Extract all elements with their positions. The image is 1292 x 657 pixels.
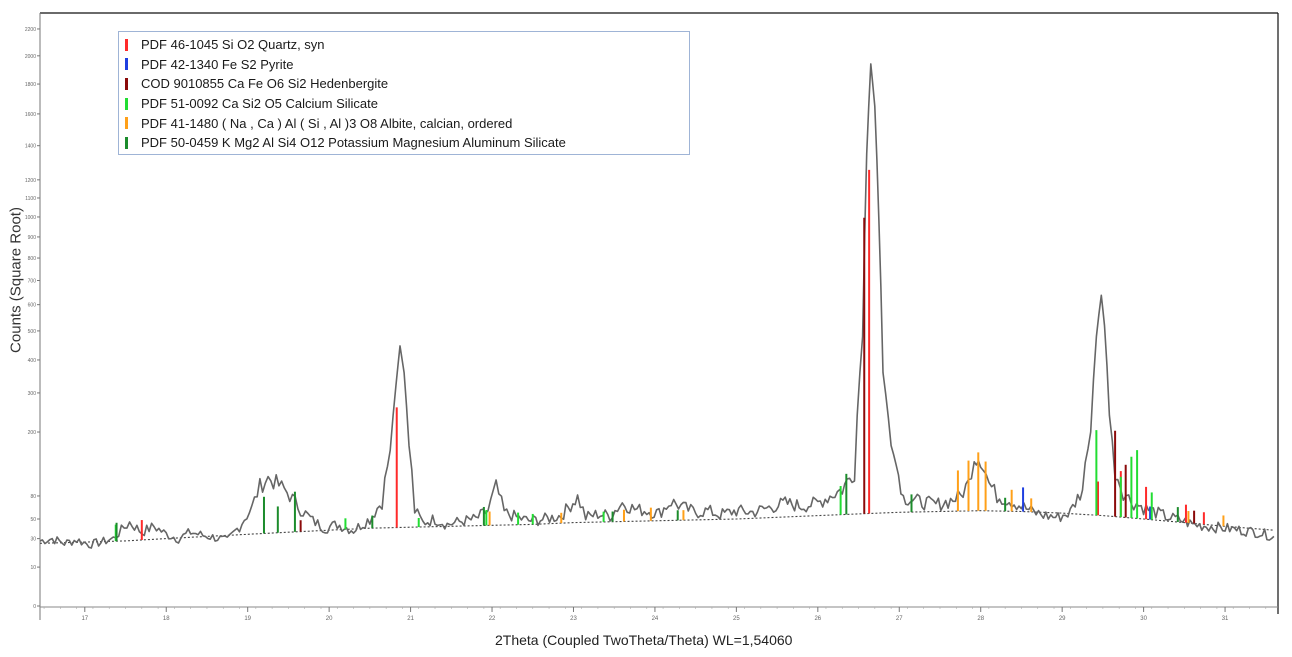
legend-swatch (125, 38, 128, 51)
legend-item: COD 9010855 Ca Fe O6 Si2 Hedenbergite (125, 74, 689, 94)
legend-label: PDF 41-1480 ( Na , Ca ) Al ( Si , Al )3 … (141, 115, 513, 131)
x-axis-title: 2Theta (Coupled TwoTheta/Theta) WL=1,540… (495, 632, 793, 648)
legend-label: PDF 51-0092 Ca Si2 O5 Calcium Silicate (141, 96, 378, 112)
y-tick-label: 300 (28, 391, 37, 397)
y-tick-label: 1800 (25, 82, 36, 88)
x-tick-label: 28 (977, 616, 984, 622)
legend-item: PDF 46-1045 Si O2 Quartz, syn (125, 35, 689, 55)
x-tick-label: 20 (326, 616, 333, 622)
legend-item: PDF 41-1480 ( Na , Ca ) Al ( Si , Al )3 … (125, 113, 689, 133)
legend-swatch (125, 77, 128, 90)
y-axis-title: Counts (Square Root) (7, 207, 25, 353)
y-axis: 0 10 30 50 80 200 300 400 500 600 700 800 900 1000 110… (25, 27, 40, 610)
y-tick-label: 400 (28, 358, 37, 364)
legend-label: COD 9010855 Ca Fe O6 Si2 Hedenbergite (141, 76, 389, 92)
x-tick-label: 23 (570, 616, 577, 622)
reference-sticks-layer (114, 169, 1225, 542)
measured-pattern-line (39, 63, 1275, 549)
y-tick-label: 200 (28, 430, 37, 436)
x-tick-label: 27 (896, 616, 903, 622)
legend-label: PDF 46-1045 Si O2 Quartz, syn (141, 37, 325, 53)
x-tick-label: 19 (244, 616, 251, 622)
y-tick-label: 600 (28, 303, 37, 309)
x-tick-label: 25 (733, 616, 740, 622)
y-tick-label: 10 (30, 565, 36, 571)
x-tick-label: 17 (81, 616, 88, 622)
x-tick-label: 22 (489, 616, 496, 622)
legend-item: PDF 42-1340 Fe S2 Pyrite (125, 55, 689, 75)
x-tick-label: 30 (1140, 616, 1147, 622)
legend-swatch (125, 136, 128, 149)
y-axis-title-box: Counts (Square Root) (0, 160, 32, 400)
y-tick-label: 1600 (25, 112, 36, 118)
y-tick-label: 50 (30, 517, 36, 523)
x-axis: 17 18 19 20 21 22 23 24 25 26 27 28 29 30 31 (43, 607, 1267, 622)
x-tick-label: 29 (1059, 616, 1066, 622)
legend-label: PDF 42-1340 Fe S2 Pyrite (141, 56, 294, 72)
legend-swatch (125, 97, 128, 110)
legend-swatch (125, 117, 128, 130)
x-tick-label: 26 (814, 616, 821, 622)
y-tick-label: 800 (28, 256, 37, 262)
x-tick-label: 21 (407, 616, 414, 622)
x-tick-label: 31 (1222, 616, 1229, 622)
y-tick-label: 1400 (25, 144, 36, 150)
y-tick-label: 700 (28, 279, 37, 285)
legend-item: PDF 50-0459 K Mg2 Al Si4 O12 Potassium M… (125, 133, 689, 153)
y-tick-label: 2200 (25, 27, 36, 33)
legend-label: PDF 50-0459 K Mg2 Al Si4 O12 Potassium M… (141, 135, 566, 151)
y-tick-label: 30 (30, 537, 36, 543)
y-tick-label: 2000 (25, 54, 36, 60)
y-tick-label: 1100 (25, 196, 36, 202)
y-tick-label: 900 (28, 235, 37, 241)
y-tick-label: 1000 (25, 215, 36, 221)
x-tick-label: 18 (163, 616, 170, 622)
legend: PDF 46-1045 Si O2 Quartz, syn PDF 42-134… (118, 31, 690, 155)
legend-item: PDF 51-0092 Ca Si2 O5 Calcium Silicate (125, 94, 689, 114)
y-tick-label: 80 (30, 494, 36, 500)
y-tick-label: 0 (33, 604, 36, 610)
x-tick-label: 24 (652, 616, 659, 622)
background-curve-layer (39, 510, 1274, 544)
background-curve (39, 510, 1274, 544)
legend-swatch (125, 58, 128, 71)
y-tick-label: 500 (28, 329, 37, 335)
pattern-curve-layer (39, 63, 1275, 549)
y-tick-label: 1200 (25, 178, 36, 184)
